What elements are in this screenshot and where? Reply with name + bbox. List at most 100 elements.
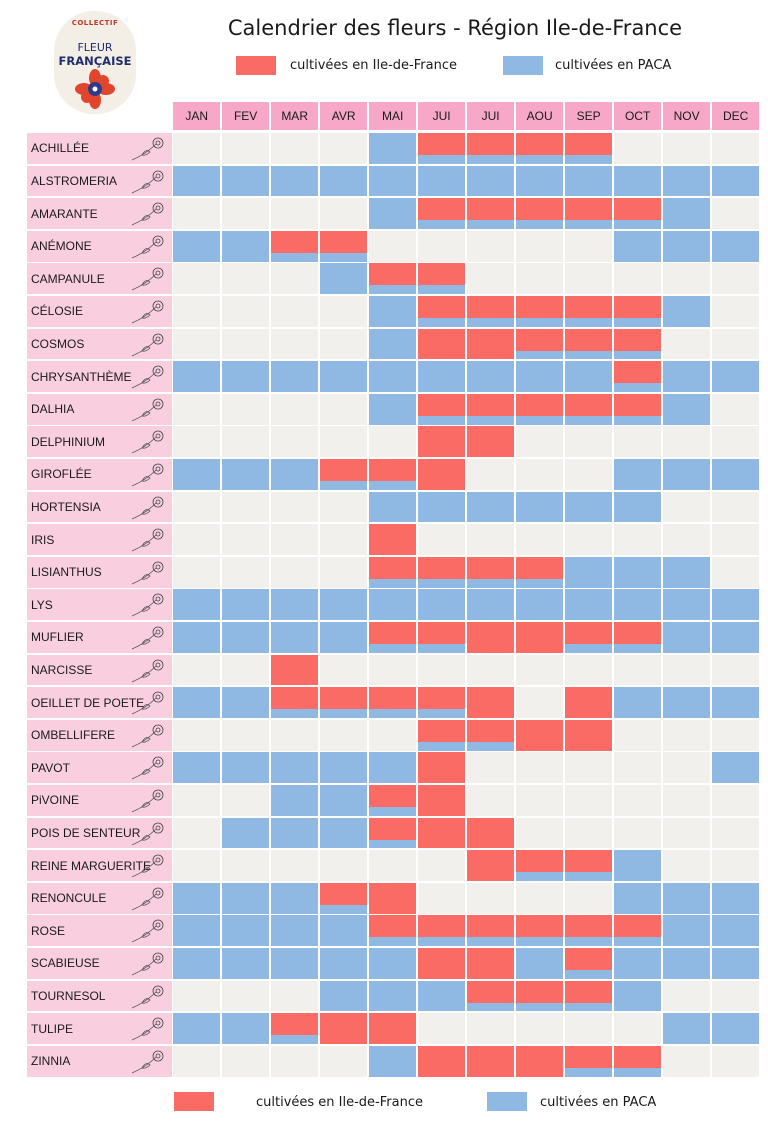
paca-mark (222, 459, 270, 490)
calendar-cell (516, 263, 564, 295)
flower-label: ANÉMONE (27, 230, 172, 262)
paca-mark (271, 622, 319, 653)
calendar-cell (271, 654, 319, 686)
calendar-cell (271, 393, 319, 425)
calendar-cell (222, 785, 270, 816)
calendar-cell (516, 491, 564, 523)
idf-mark (565, 1045, 613, 1068)
month-header: FEV (222, 102, 270, 130)
flower-name: OMBELLIFERE (31, 728, 116, 743)
calendar-cell (418, 426, 466, 458)
calendar-cell (173, 556, 221, 588)
calendar-cell (271, 948, 319, 979)
calendar-cell (712, 459, 760, 490)
flower-sketch-icon (131, 952, 164, 976)
calendar-cell (712, 850, 760, 881)
calendar-cell (271, 230, 319, 262)
calendar-cell (467, 524, 515, 555)
idf-mark (565, 393, 613, 416)
calendar-cell (222, 980, 270, 1012)
idf-mark (418, 719, 466, 742)
month-header: JUI (467, 102, 515, 130)
calendar-cell (565, 1013, 613, 1044)
calendar-cell (173, 785, 221, 816)
calendar-cell (663, 622, 711, 653)
paca-mark (369, 589, 417, 621)
calendar-cell (712, 589, 760, 621)
idf-mark (369, 263, 417, 286)
calendar-cell (565, 622, 613, 653)
calendar-cell (516, 361, 564, 392)
calendar-cell (614, 230, 662, 262)
calendar-cell (467, 654, 515, 686)
paca-mark (467, 491, 515, 523)
calendar-cell (271, 426, 319, 458)
paca-mark (369, 752, 417, 784)
idf-mark (320, 230, 368, 253)
page-title: Calendrier des fleurs - Région Ile-de-Fr… (227, 16, 683, 40)
calendar-cell (369, 165, 417, 197)
paca-mark (222, 687, 270, 718)
calendar-cell (271, 850, 319, 881)
calendar-cell (320, 556, 368, 588)
idf-mark (320, 687, 368, 710)
calendar-cell (712, 491, 760, 523)
idf-mark (418, 1045, 466, 1077)
idf-mark (565, 622, 613, 644)
calendar-cell (418, 785, 466, 816)
flower-name: PAVOT (31, 760, 70, 775)
calendar-cell (712, 524, 760, 555)
calendar-cell (614, 556, 662, 588)
calendar-cell (467, 556, 515, 588)
calendar-cell (516, 687, 564, 718)
calendar-cell (614, 687, 662, 718)
idf-mark (418, 817, 466, 849)
calendar-cell (173, 752, 221, 784)
calendar-cell (222, 687, 270, 718)
flower-sketch-icon (131, 267, 164, 291)
calendar-cell (663, 361, 711, 392)
calendar-cell (369, 459, 417, 490)
calendar-cell (271, 687, 319, 718)
calendar-cell (271, 1013, 319, 1044)
idf-mark (614, 198, 662, 221)
calendar-cell (271, 263, 319, 295)
calendar-cell (173, 491, 221, 523)
calendar-cell (614, 1013, 662, 1044)
idf-mark (614, 328, 662, 351)
calendar-cell (565, 198, 613, 229)
calendar-cell (418, 948, 466, 979)
paca-mark (320, 589, 368, 621)
calendar-cell (369, 230, 417, 262)
idf-mark (369, 882, 417, 914)
calendar-cell (663, 198, 711, 229)
calendar-cell (418, 230, 466, 262)
calendar-cell (173, 393, 221, 425)
idf-mark (467, 556, 515, 579)
calendar-cell (320, 133, 368, 164)
calendar-cell (516, 719, 564, 751)
calendar-cell (516, 1045, 564, 1077)
flower-sketch-icon (131, 528, 164, 552)
calendar-cell (222, 622, 270, 653)
paca-mark (663, 361, 711, 392)
calendar-cell (565, 882, 613, 914)
idf-mark (516, 850, 564, 873)
calendar-cell (418, 556, 466, 588)
flower-sketch-icon (131, 1050, 164, 1074)
calendar-cell (565, 752, 613, 784)
calendar-cell (369, 622, 417, 653)
paca-mark (663, 948, 711, 979)
idf-mark (565, 198, 613, 221)
calendar-cell (565, 230, 613, 262)
paca-mark (222, 361, 270, 392)
paca-mark (320, 817, 368, 849)
calendar-cell (222, 491, 270, 523)
calendar-cell (418, 980, 466, 1012)
paca-mark (614, 459, 662, 490)
paca-mark (663, 296, 711, 327)
calendar-cell (271, 817, 319, 849)
paca-mark (565, 491, 613, 523)
calendar-cell (712, 165, 760, 197)
calendar-cell (418, 915, 466, 947)
